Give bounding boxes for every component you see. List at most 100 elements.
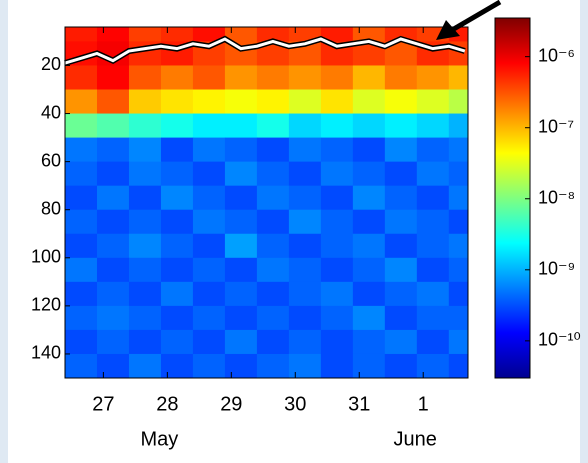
heat-cell <box>96 281 130 307</box>
heat-cell <box>65 113 98 139</box>
x-tick-label: 29 <box>220 393 242 415</box>
arrow-shaft <box>450 0 502 33</box>
colorbar-tick-label: 10⁻¹⁰ <box>538 330 581 350</box>
heat-cell <box>96 27 130 42</box>
heat-cell <box>320 233 354 259</box>
heat-cell <box>416 185 450 211</box>
heat-cell <box>160 89 194 115</box>
heat-cell <box>384 281 418 307</box>
heat-cell <box>352 281 386 307</box>
heat-cell <box>320 281 354 307</box>
heat-cell <box>160 113 194 139</box>
heat-cell <box>288 137 322 163</box>
heat-cell <box>256 65 290 91</box>
heat-cell <box>416 209 450 235</box>
heat-cell <box>192 305 226 331</box>
heat-cell <box>192 329 226 355</box>
heat-cell <box>416 281 450 307</box>
heat-cell <box>256 257 290 283</box>
colorbar-tick-label: 10⁻⁸ <box>538 188 575 208</box>
heat-cell <box>192 209 226 235</box>
heat-cell <box>96 257 130 283</box>
heat-cell <box>384 233 418 259</box>
heat-cell <box>192 137 226 163</box>
heat-cell <box>384 65 418 91</box>
heat-cell <box>65 209 98 235</box>
heat-cell <box>416 137 450 163</box>
heat-cell <box>416 89 450 115</box>
heat-cell <box>256 113 290 139</box>
heat-cell <box>160 233 194 259</box>
heat-cell <box>320 137 354 163</box>
heat-cell <box>65 233 98 259</box>
heat-cell <box>224 89 258 115</box>
y-tick-label: 120 <box>31 295 61 315</box>
heat-cell <box>65 27 98 42</box>
heat-cell <box>128 305 162 331</box>
heat-cell <box>288 257 322 283</box>
heat-cell <box>320 161 354 187</box>
heat-cell <box>96 353 130 379</box>
heat-cell <box>128 65 162 91</box>
heat-cell <box>352 137 386 163</box>
heat-cell <box>224 305 258 331</box>
heat-cell <box>352 329 386 355</box>
heat-cell <box>416 305 450 331</box>
heat-cell <box>256 281 290 307</box>
heat-cell <box>65 281 98 307</box>
heat-cell <box>160 137 194 163</box>
heat-cell <box>288 353 322 379</box>
heat-cell <box>352 305 386 331</box>
heat-cell <box>192 27 226 42</box>
heat-cell <box>192 185 226 211</box>
heat-cell <box>448 89 469 115</box>
heat-cell <box>65 89 98 115</box>
month-label: June <box>394 428 437 450</box>
heat-cell <box>192 233 226 259</box>
heat-cell <box>224 209 258 235</box>
y-tick-label: 60 <box>41 150 61 170</box>
plot-frame <box>64 26 469 379</box>
heat-cell <box>65 65 98 91</box>
heat-cell <box>160 65 194 91</box>
heat-cell <box>384 161 418 187</box>
heat-cell <box>416 65 450 91</box>
heat-cell <box>256 305 290 331</box>
heat-cell <box>320 113 354 139</box>
heat-cell <box>65 137 98 163</box>
heat-cell <box>256 209 290 235</box>
heat-cell <box>320 89 354 115</box>
heat-cell <box>224 65 258 91</box>
heat-cell <box>224 233 258 259</box>
heat-cell <box>384 185 418 211</box>
heat-cell <box>448 305 469 331</box>
heat-cell <box>224 113 258 139</box>
heat-cell <box>416 353 450 379</box>
heat-cell <box>384 305 418 331</box>
heat-cell <box>288 161 322 187</box>
heat-cell <box>128 329 162 355</box>
heat-cell <box>224 161 258 187</box>
heat-cell <box>160 209 194 235</box>
heat-cell <box>128 137 162 163</box>
heat-cell <box>96 185 130 211</box>
y-tick-label: 80 <box>41 198 61 218</box>
heat-cell <box>96 209 130 235</box>
heat-cell <box>224 281 258 307</box>
heat-cell <box>65 257 98 283</box>
heat-cell <box>320 329 354 355</box>
heat-cell <box>384 329 418 355</box>
heat-cell <box>160 185 194 211</box>
heat-cell <box>224 353 258 379</box>
heat-cell <box>352 27 386 42</box>
heat-cell <box>128 161 162 187</box>
heat-cell <box>224 257 258 283</box>
heat-cell <box>160 27 194 42</box>
heat-cell <box>160 353 194 379</box>
heat-cell <box>320 185 354 211</box>
heat-cell <box>448 161 469 187</box>
y-tick-label: 40 <box>41 102 61 122</box>
heat-cell <box>352 65 386 91</box>
month-label: May <box>140 428 178 450</box>
